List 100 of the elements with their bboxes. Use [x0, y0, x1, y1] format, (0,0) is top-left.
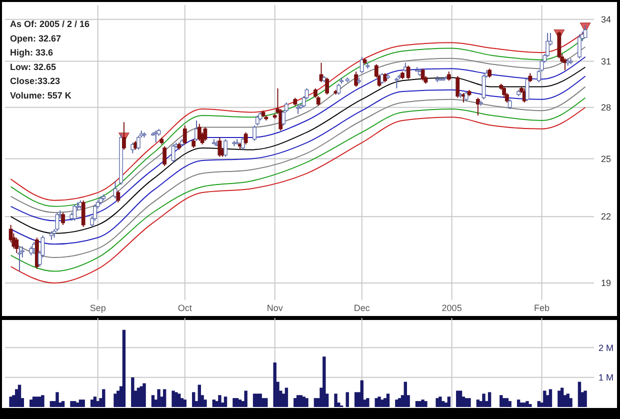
bar: [224, 396, 228, 407]
bar: [232, 398, 236, 407]
bar: [218, 395, 222, 407]
bar: [558, 390, 561, 407]
x-tick-label: Sep: [90, 303, 106, 313]
bar: [157, 389, 160, 407]
candlestick: [456, 76, 460, 98]
candlestick: [255, 115, 260, 126]
annotation: As Of: 2005 / 2 / 16: [10, 19, 90, 29]
bar: [395, 400, 398, 407]
bar: [61, 401, 65, 407]
bar: [516, 400, 520, 407]
candlestick: [476, 97, 480, 116]
y-tick-label: 25: [600, 154, 612, 164]
candlestick: [122, 122, 126, 150]
x-tick-label: Nov: [266, 303, 284, 313]
bar: [294, 398, 297, 407]
bar: [162, 389, 166, 407]
candlestick: [197, 123, 202, 142]
candlestick: [162, 146, 167, 166]
candlestick: [203, 126, 208, 142]
bar: [131, 377, 134, 407]
annotation: Volume: 557 K: [10, 90, 72, 100]
annotation: Open: 32.67: [10, 33, 62, 44]
bar: [436, 398, 439, 407]
bar: [346, 392, 349, 407]
bar: [244, 390, 248, 407]
y-tick-label: 1 M: [598, 372, 614, 382]
annotation: Low: 32.65: [10, 62, 56, 72]
y-tick-label: 28: [600, 102, 612, 113]
bar: [151, 395, 155, 407]
bar: [548, 389, 552, 407]
bar: [192, 392, 196, 407]
bar: [415, 401, 419, 407]
bar: [114, 394, 117, 407]
bar: [102, 389, 106, 407]
bar: [238, 400, 242, 407]
bar: [458, 390, 462, 407]
bar: [468, 398, 471, 407]
candlestick: [325, 77, 330, 96]
bar: [526, 401, 529, 407]
x-tick-label: Oct: [178, 303, 192, 313]
bar: [70, 401, 74, 407]
bar: [41, 395, 44, 407]
bar: [488, 392, 492, 407]
candlestick: [252, 125, 256, 142]
bar: [305, 398, 308, 407]
bar: [183, 400, 186, 407]
bar: [584, 390, 587, 407]
bar: [447, 396, 451, 407]
bar: [82, 400, 85, 407]
bar: [322, 356, 326, 407]
candlestick: [72, 204, 77, 222]
bar: [398, 398, 402, 407]
bar: [528, 404, 532, 407]
bar: [578, 382, 582, 407]
bar: [9, 396, 12, 407]
candlestick: [14, 237, 19, 254]
bar: [500, 395, 503, 407]
candlestick: [18, 246, 22, 272]
bar: [90, 400, 94, 407]
y-tick-label: 31: [600, 56, 612, 66]
x-tick-label: Dec: [354, 303, 370, 313]
bar: [15, 389, 18, 407]
bar: [560, 388, 564, 407]
candlestick: [420, 68, 425, 82]
candlestick: [81, 200, 86, 228]
candlestick: [578, 34, 582, 59]
bar: [252, 394, 256, 407]
bar: [543, 390, 546, 407]
annotation: High: 33.6: [10, 48, 54, 58]
x-tick-label: Feb: [534, 303, 550, 313]
candlestick: [224, 138, 228, 158]
candlestick: [61, 212, 65, 226]
bar: [56, 392, 59, 407]
y-tick-label: 19: [600, 278, 612, 288]
annotation: Close:33.23: [10, 76, 60, 86]
candlestick: [406, 65, 410, 80]
bar: [366, 398, 370, 407]
candlestick: [583, 24, 588, 38]
candlestick: [244, 132, 248, 145]
bar: [482, 394, 486, 407]
bar: [142, 383, 146, 407]
bar: [177, 394, 181, 407]
bar: [273, 362, 276, 407]
candlestick: [508, 98, 512, 110]
bar: [284, 388, 288, 407]
bar: [334, 394, 338, 407]
candlestick: [528, 72, 532, 83]
candlestick: [557, 31, 562, 59]
y-tick-label: 22: [600, 212, 612, 222]
bar: [386, 394, 390, 407]
y-tick-label: 34: [600, 14, 612, 25]
candlestick: [171, 144, 176, 163]
candlestick: [502, 86, 506, 98]
bar: [264, 398, 268, 407]
candlestick: [464, 90, 468, 102]
candlestick: [394, 77, 399, 89]
bar: [314, 398, 318, 407]
bar: [456, 390, 460, 407]
